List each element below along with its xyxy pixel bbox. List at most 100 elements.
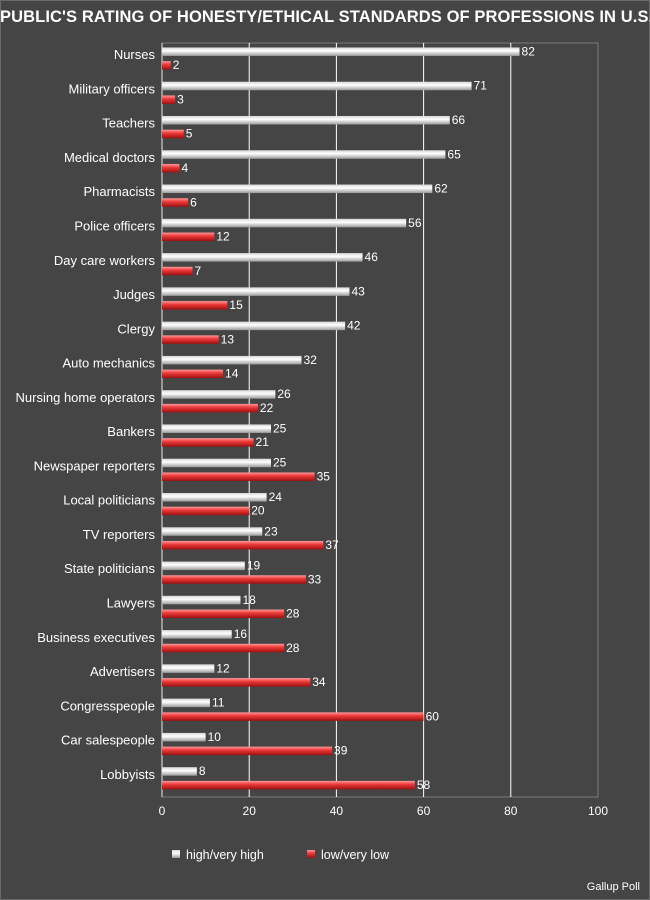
- data-label: 6: [190, 195, 197, 209]
- category-label: Bankers: [107, 424, 155, 439]
- data-label: 39: [334, 744, 348, 758]
- bar: [162, 678, 311, 687]
- category-label: Congresspeople: [60, 698, 155, 713]
- data-label: 16: [234, 627, 248, 641]
- bar: [162, 81, 472, 91]
- bar: [162, 438, 254, 447]
- bar: [162, 184, 433, 194]
- data-label: 25: [273, 421, 287, 435]
- bar: [162, 732, 206, 742]
- bar: [162, 664, 215, 673]
- data-label: 28: [286, 607, 300, 621]
- legend-swatch: [172, 850, 180, 858]
- data-label: 18: [242, 593, 256, 607]
- bar: [162, 493, 267, 502]
- category-label: Judges: [113, 287, 155, 302]
- data-label: 4: [181, 161, 188, 175]
- data-label: 71: [474, 79, 488, 93]
- legend-swatch: [307, 850, 315, 858]
- bar: [162, 540, 324, 550]
- data-label: 60: [426, 709, 440, 723]
- category-label: Clergy: [117, 321, 155, 336]
- data-label: 34: [312, 675, 326, 689]
- category-label: State politicians: [64, 561, 156, 576]
- category-label: TV reporters: [83, 527, 156, 542]
- data-label: 82: [522, 44, 536, 58]
- bar: [162, 335, 219, 344]
- bar: [162, 767, 197, 776]
- bar: [162, 266, 193, 276]
- bar: [162, 630, 232, 639]
- bar: [162, 129, 184, 139]
- source-credit: Gallup Poll: [586, 881, 640, 893]
- legend-label: high/very high: [186, 848, 264, 862]
- data-label: 20: [251, 504, 265, 518]
- bar: [162, 301, 228, 310]
- legend-label: low/very low: [321, 848, 390, 862]
- data-label: 23: [264, 524, 278, 538]
- data-label: 26: [277, 387, 291, 401]
- category-label: Newspaper reporters: [34, 458, 156, 473]
- x-tick-label: 0: [159, 804, 166, 818]
- data-label: 19: [247, 559, 261, 573]
- data-label: 32: [304, 353, 318, 367]
- category-label: Medical doctors: [64, 150, 156, 165]
- bar: [162, 609, 285, 619]
- bar: [162, 527, 263, 536]
- bar: [162, 47, 520, 56]
- category-label: Pharmacists: [83, 184, 155, 199]
- data-label: 12: [216, 661, 230, 675]
- category-label: Local politicians: [63, 493, 155, 508]
- bar: [162, 424, 271, 433]
- data-label: 46: [365, 250, 379, 264]
- data-label: 37: [325, 538, 339, 552]
- category-label: Lawyers: [107, 596, 156, 611]
- data-label: 8: [199, 764, 206, 778]
- bar: [162, 95, 176, 104]
- bar: [162, 698, 210, 708]
- bar: [162, 163, 180, 173]
- data-label: 62: [434, 182, 448, 196]
- data-label: 3: [177, 92, 184, 106]
- category-label: Teachers: [102, 116, 155, 131]
- bar: [162, 595, 241, 605]
- data-label: 15: [229, 298, 243, 312]
- category-label: Car salespeople: [61, 733, 155, 748]
- data-label: 43: [351, 284, 365, 298]
- data-label: 25: [273, 456, 287, 470]
- bar: [162, 287, 350, 296]
- data-label: 35: [317, 469, 331, 483]
- data-label: 7: [195, 264, 202, 278]
- category-label: Nursing home operators: [16, 390, 156, 405]
- data-label: 12: [216, 230, 230, 244]
- category-label: Lobbyists: [100, 767, 155, 782]
- data-label: 14: [225, 367, 239, 381]
- bar: [162, 561, 245, 571]
- data-label: 21: [256, 435, 270, 449]
- x-tick-label: 20: [243, 804, 257, 818]
- bar: [162, 403, 258, 413]
- data-label: 33: [308, 572, 322, 586]
- category-label: Advertisers: [90, 664, 156, 679]
- bar: [162, 150, 446, 159]
- bar: [162, 321, 346, 331]
- bar: [162, 712, 424, 721]
- category-label: Military officers: [69, 81, 156, 96]
- bar: [162, 355, 302, 365]
- data-label: 56: [408, 216, 422, 230]
- category-label: Nurses: [114, 47, 156, 62]
- category-label: Day care workers: [54, 253, 156, 268]
- x-tick-label: 40: [330, 804, 344, 818]
- bar: [162, 506, 250, 516]
- chart-title: PUBLIC'S RATING OF HONESTY/ETHICAL STAND…: [0, 8, 650, 26]
- bar: [162, 472, 315, 481]
- data-label: 2: [173, 58, 180, 72]
- bar: [162, 232, 215, 242]
- data-label: 10: [208, 730, 222, 744]
- data-label: 58: [417, 778, 431, 792]
- bar: [162, 198, 189, 207]
- bar: [162, 458, 271, 468]
- x-tick-label: 60: [417, 804, 431, 818]
- x-tick-label: 80: [504, 804, 518, 818]
